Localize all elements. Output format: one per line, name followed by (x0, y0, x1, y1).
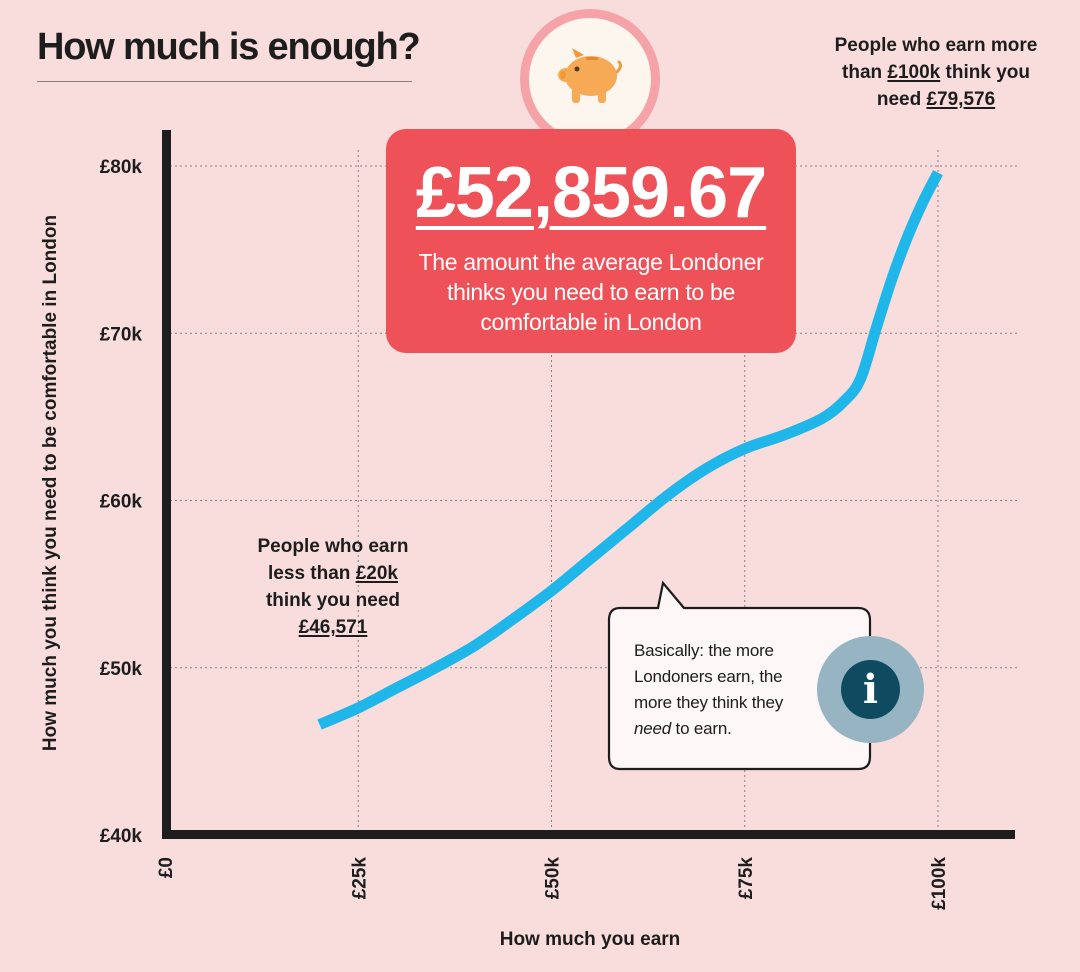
tick-labels: £40k £50k £60k £70k £80k £0 £25k £50k £75k £100k (100, 157, 950, 910)
average-amount-callout: £52,859.67 The amount the average London… (386, 129, 796, 353)
x-tick-label: £25k (349, 857, 370, 900)
title-underline (37, 81, 412, 82)
info-speech-bubble (607, 580, 872, 771)
x-tick-label: £0 (156, 857, 177, 878)
info-icon: i (841, 660, 900, 719)
x-axis (162, 830, 1015, 839)
x-tick-label: £100k (929, 857, 950, 910)
axes (162, 130, 1015, 839)
y-axis (162, 130, 171, 839)
info-badge: i (817, 636, 924, 743)
annotation-high-earners: People who earn more than £100k think yo… (834, 35, 1038, 110)
piggy-bank-badge (520, 9, 660, 149)
x-axis-label: How much you earn (499, 929, 681, 950)
y-tick-label: £70k (100, 324, 143, 345)
page-title: How much is enough? (37, 26, 421, 68)
x-tick-label: £50k (543, 857, 564, 900)
series-layer (317, 170, 943, 730)
info-bubble-text: Basically: the more Londoners earn, the … (634, 641, 784, 738)
y-tick-label: £40k (100, 826, 143, 847)
y-tick-label: £60k (100, 492, 143, 513)
piggy-bank-icon (558, 48, 623, 103)
series-line (317, 170, 943, 730)
y-tick-label: £80k (100, 157, 143, 178)
x-tick-label: £75k (736, 857, 757, 900)
average-amount-description: The amount the average Londoner thinks y… (418, 249, 764, 335)
average-amount: £52,859.67 (415, 153, 767, 233)
annotation-low-earners: People who earn less than £20k think you… (257, 536, 409, 638)
y-tick-label: £50k (100, 659, 143, 680)
